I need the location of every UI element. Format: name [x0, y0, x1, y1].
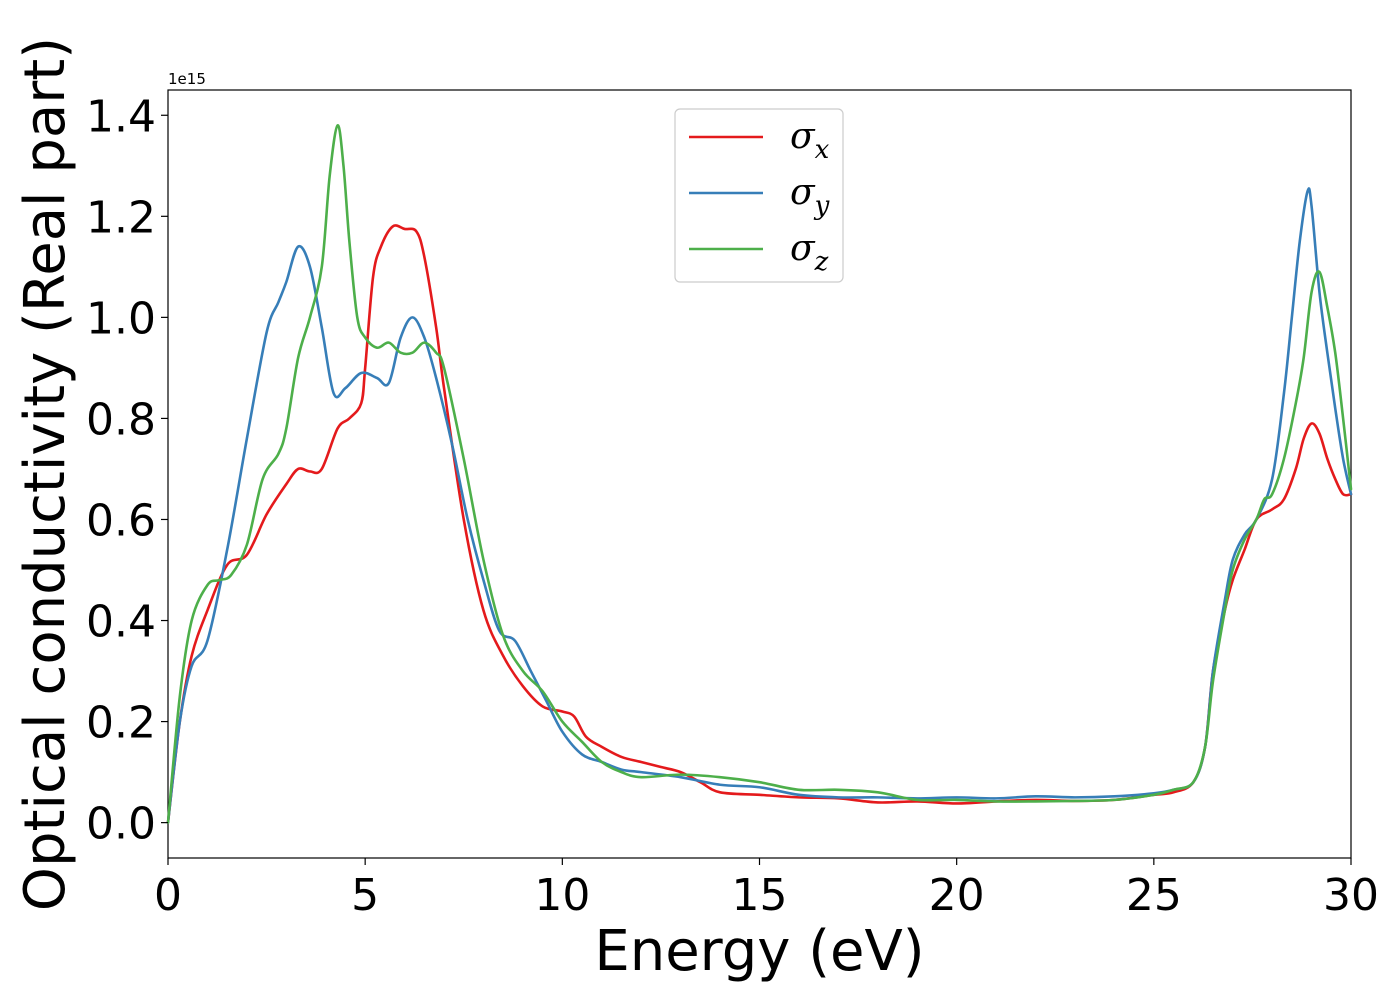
x-tick-label: 10 — [534, 870, 590, 921]
y-axis: 0.0 0.2 0.4 0.6 0.8 1.0 1.2 1.4 — [86, 91, 168, 850]
x-tick-label: 20 — [929, 870, 985, 921]
x-tick-label: 15 — [732, 870, 788, 921]
y-tick-label: 0.8 — [86, 394, 156, 445]
y-axis-label: Optical conductivity (Real part) — [13, 37, 78, 911]
y-tick-label: 1.0 — [86, 293, 156, 344]
legend-label-z: σz — [790, 228, 829, 277]
x-axis: 0 5 10 15 20 25 30 — [154, 858, 1379, 921]
x-axis-label: Energy (eV) — [594, 919, 924, 984]
x-tick-label: 0 — [154, 870, 182, 921]
y-tick-label: 0.4 — [86, 597, 156, 648]
series-line-z — [166, 124, 1353, 824]
y-tick-label: 0.0 — [86, 799, 156, 850]
series-layer — [166, 124, 1353, 824]
y-tick-label: 1.4 — [86, 91, 156, 142]
x-tick-label: 25 — [1126, 870, 1182, 921]
x-tick-label: 30 — [1323, 870, 1379, 921]
series-line-x — [166, 224, 1353, 824]
y-offset-text: 1e15 — [168, 70, 206, 88]
legend-frame — [674, 108, 844, 283]
legend-label-y: σy — [790, 172, 830, 221]
x-tick-label: 5 — [351, 870, 379, 921]
legend-label-x: σx — [790, 116, 830, 165]
legend: σx σy σz — [674, 108, 844, 283]
y-tick-label: 1.2 — [86, 192, 156, 243]
y-tick-label: 0.2 — [86, 698, 156, 749]
series-line-y — [166, 187, 1353, 824]
y-tick-label: 0.6 — [86, 495, 156, 546]
